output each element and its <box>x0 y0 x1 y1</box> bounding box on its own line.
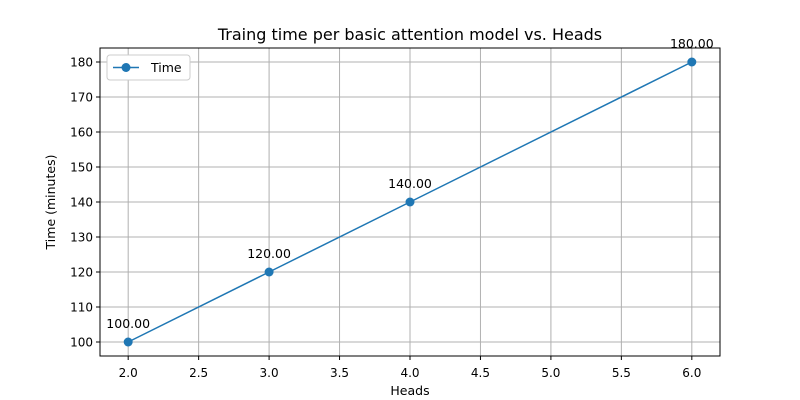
series <box>123 57 697 347</box>
y-tick-label: 110 <box>70 301 93 315</box>
chart-title: Traing time per basic attention model vs… <box>217 25 602 44</box>
data-label: 140.00 <box>388 176 432 191</box>
legend-entry-time: Time <box>150 60 182 75</box>
axis-ticks: 2.0 2.5 3.0 3.5 4.0 4.5 5.0 5.5 6.0 100 110 120 130 1… <box>70 56 701 381</box>
y-tick-label: 100 <box>70 336 93 350</box>
series-line-time <box>127 61 693 343</box>
y-tick-label: 130 <box>70 231 93 245</box>
x-tick-label: 2.0 <box>119 366 138 380</box>
y-tick-label: 140 <box>70 196 93 210</box>
x-tick-label: 3.5 <box>330 366 349 380</box>
x-tick-label: 2.5 <box>189 366 208 380</box>
data-point <box>687 57 697 67</box>
y-axis-label: Time (minutes) <box>43 155 58 251</box>
x-axis-label: Heads <box>390 383 429 398</box>
data-point <box>405 197 415 207</box>
y-tick-label: 180 <box>70 56 93 70</box>
x-tick-label: 4.5 <box>471 366 490 380</box>
data-label: 180.00 <box>670 36 714 51</box>
legend-marker-swatch <box>121 63 131 72</box>
x-tick-label: 4.0 <box>400 366 419 380</box>
x-tick-label: 5.0 <box>541 366 560 380</box>
x-tick-label: 6.0 <box>682 366 701 380</box>
y-tick-label: 170 <box>70 91 93 105</box>
legend: Time <box>106 54 191 81</box>
y-tick-label: 150 <box>70 161 93 175</box>
data-point <box>123 337 133 347</box>
data-point <box>264 267 274 277</box>
data-label: 100.00 <box>106 316 150 331</box>
y-tick-label: 120 <box>70 266 93 280</box>
x-tick-label: 3.0 <box>260 366 279 380</box>
data-label: 120.00 <box>247 246 291 261</box>
legend-box <box>106 54 191 81</box>
data-labels: 100.00 120.00 140.00 180.00 <box>106 36 713 331</box>
y-tick-label: 160 <box>70 126 93 140</box>
x-tick-label: 5.5 <box>612 366 631 380</box>
